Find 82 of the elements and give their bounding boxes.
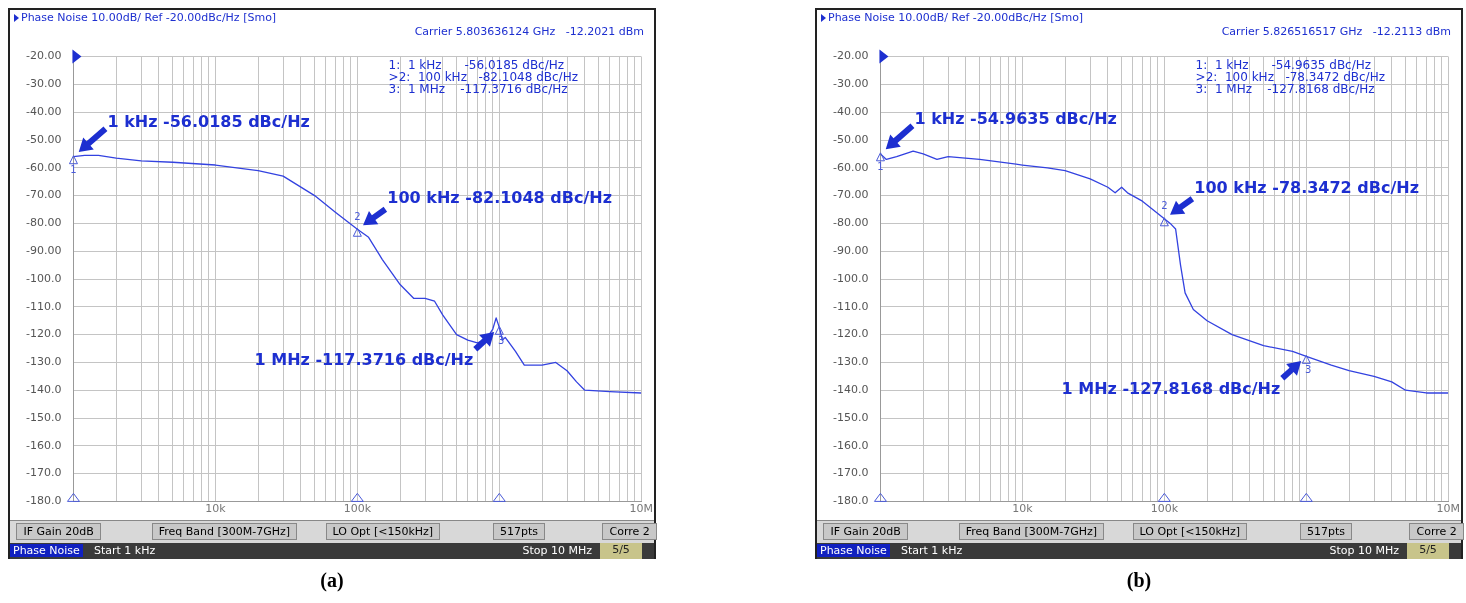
y-tick-label: -30.00 bbox=[832, 77, 869, 91]
annotation: 3 bbox=[1305, 363, 1312, 375]
y-tick-label: -170.0 bbox=[25, 466, 62, 480]
y-tick-label: -50.00 bbox=[832, 132, 869, 146]
text: Phase Noise bbox=[817, 544, 890, 557]
y-tick-label: -90.00 bbox=[832, 244, 869, 258]
y-tick-label: -30.00 bbox=[25, 77, 62, 91]
text: Phase Noise bbox=[10, 544, 83, 557]
y-tick-label: -160.0 bbox=[25, 438, 62, 452]
y-tick-label: -60.00 bbox=[832, 160, 869, 174]
text: LO Opt [<150kHz] bbox=[1132, 523, 1248, 540]
annotation: 3: 1 MHz -127.8168 dBc/Hz bbox=[1195, 81, 1375, 96]
text: Freq Band [300M-7GHz] bbox=[958, 523, 1105, 540]
y-tick-label: -130.0 bbox=[832, 355, 869, 369]
chart-title: Phase Noise 10.00dB/ Ref -20.00dBc/Hz [Smo] bbox=[828, 11, 1084, 24]
y-tick-label: -100.0 bbox=[25, 271, 62, 285]
chart-subtitle: Carrier 5.803636124 GHz -12.2021 dBm bbox=[413, 25, 645, 38]
text: Stop 10 MHz bbox=[522, 544, 592, 557]
x-tick-label: 10k bbox=[1012, 501, 1034, 515]
annotation: 1: 1 kHz -54.9635 dBc/Hz bbox=[1195, 57, 1372, 72]
text: Corre 2 bbox=[602, 523, 657, 540]
text: 5/5 bbox=[1407, 543, 1449, 559]
text: LO Opt [<150kHz] bbox=[325, 523, 441, 540]
text: Stop 10 MHz bbox=[1329, 544, 1399, 557]
y-tick-label: -40.00 bbox=[25, 105, 62, 119]
y-tick-label: -150.0 bbox=[25, 410, 62, 424]
y-tick-label: -120.0 bbox=[25, 327, 62, 341]
chart-subtitle: Carrier 5.826516517 GHz -12.2113 dBm bbox=[1220, 25, 1452, 38]
y-tick-label: -50.00 bbox=[25, 132, 62, 146]
y-tick-label: -100.0 bbox=[832, 271, 869, 285]
annotation: 2 bbox=[354, 210, 361, 222]
annotation: 1 kHz -56.0185 dBc/Hz bbox=[107, 111, 310, 131]
text: Start 1 kHz bbox=[94, 544, 156, 557]
text: IF Gain 20dB bbox=[16, 523, 101, 540]
annotation: 3: 1 MHz -117.3716 dBc/Hz bbox=[388, 81, 568, 96]
y-tick-label: -20.00 bbox=[25, 49, 62, 63]
annotation: >2: 100 kHz -78.3472 dBc/Hz bbox=[1195, 69, 1385, 84]
text: 517pts bbox=[493, 523, 546, 540]
text: Corre 2 bbox=[1409, 523, 1464, 540]
text: IF Gain 20dB bbox=[823, 523, 908, 540]
y-tick-label: -40.00 bbox=[832, 105, 869, 119]
x-tick-label: 10k bbox=[205, 501, 227, 515]
x-tick-label: 100k bbox=[343, 501, 372, 515]
chart-title: Phase Noise 10.00dB/ Ref -20.00dBc/Hz [Smo] bbox=[21, 11, 277, 24]
x-tick-label: 10M bbox=[1436, 501, 1461, 515]
annotation: 100 kHz -82.1048 dBc/Hz bbox=[387, 188, 613, 208]
y-tick-label: -140.0 bbox=[25, 383, 62, 397]
y-tick-label: -120.0 bbox=[832, 327, 869, 341]
y-tick-label: -80.00 bbox=[25, 216, 62, 230]
y-tick-label: -70.00 bbox=[25, 188, 62, 202]
y-tick-label: -90.00 bbox=[25, 244, 62, 258]
y-tick-label: -150.0 bbox=[832, 410, 869, 424]
text: 5/5 bbox=[600, 543, 642, 559]
y-tick-label: -140.0 bbox=[832, 383, 869, 397]
x-tick-label: 10M bbox=[629, 501, 654, 515]
annotation: 1 bbox=[877, 161, 884, 173]
annotation: 1: 1 kHz -56.0185 dBc/Hz bbox=[388, 57, 565, 72]
y-tick-label: -110.0 bbox=[25, 299, 62, 313]
y-tick-label: -180.0 bbox=[25, 494, 62, 508]
text: (b) bbox=[1125, 569, 1153, 592]
text: Freq Band [300M-7GHz] bbox=[151, 523, 298, 540]
y-tick-label: -20.00 bbox=[832, 49, 869, 63]
annotation: 2 bbox=[1161, 200, 1168, 212]
y-tick-label: -130.0 bbox=[25, 355, 62, 369]
y-tick-label: -170.0 bbox=[832, 466, 869, 480]
annotation: 1 bbox=[70, 164, 77, 176]
y-tick-label: -60.00 bbox=[25, 160, 62, 174]
text: Start 1 kHz bbox=[901, 544, 963, 557]
x-tick-label: 100k bbox=[1150, 501, 1179, 515]
annotation: 100 kHz -78.3472 dBc/Hz bbox=[1194, 177, 1420, 197]
y-tick-label: -70.00 bbox=[832, 188, 869, 202]
text: (a) bbox=[319, 569, 345, 592]
text: 517pts bbox=[1300, 523, 1353, 540]
annotation: >2: 100 kHz -82.1048 dBc/Hz bbox=[388, 69, 578, 84]
annotation: 3 bbox=[498, 334, 505, 346]
annotation: 1 kHz -54.9635 dBc/Hz bbox=[914, 108, 1117, 128]
y-tick-label: -80.00 bbox=[832, 216, 869, 230]
y-tick-label: -160.0 bbox=[832, 438, 869, 452]
y-tick-label: -110.0 bbox=[832, 299, 869, 313]
annotation: 1 MHz -127.8168 dBc/Hz bbox=[1061, 379, 1281, 399]
annotation: 1 MHz -117.3716 dBc/Hz bbox=[254, 350, 474, 370]
y-tick-label: -180.0 bbox=[832, 494, 869, 508]
